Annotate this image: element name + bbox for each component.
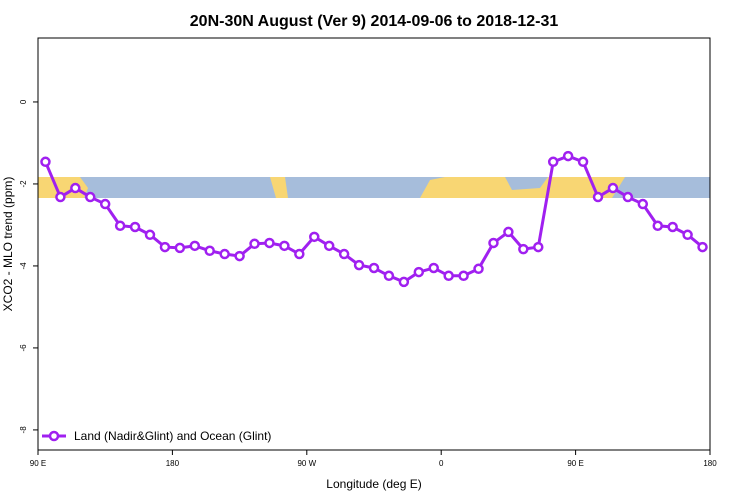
point bbox=[219, 248, 230, 260]
point bbox=[144, 229, 156, 241]
point bbox=[413, 266, 425, 278]
point bbox=[338, 248, 350, 260]
point bbox=[353, 259, 365, 271]
point bbox=[622, 191, 634, 203]
point bbox=[667, 221, 678, 233]
x-tick-label: 180 bbox=[703, 459, 717, 468]
point bbox=[264, 237, 275, 249]
point bbox=[279, 240, 290, 252]
point bbox=[85, 191, 96, 203]
point bbox=[174, 242, 186, 254]
y-tick-label: 0 bbox=[19, 99, 28, 104]
y-axis-label: XCO2 - MLO trend (ppm) bbox=[1, 177, 15, 312]
y-tick-label: -6 bbox=[19, 344, 28, 352]
land bbox=[420, 177, 625, 198]
x-tick-label: 0 bbox=[439, 459, 444, 468]
point bbox=[458, 270, 469, 282]
point bbox=[503, 226, 514, 238]
plot-frame bbox=[37, 37, 711, 451]
point bbox=[204, 245, 215, 257]
point bbox=[234, 250, 245, 262]
x-tick-label: 90 E bbox=[30, 459, 46, 468]
point bbox=[129, 221, 141, 233]
legend-marker bbox=[48, 430, 60, 442]
point bbox=[189, 240, 201, 252]
point bbox=[592, 191, 604, 203]
point bbox=[114, 220, 126, 232]
legend-label: Land (Nadir&Glint) and Ocean (Glint) bbox=[74, 429, 271, 443]
x-tick-label: 90 W bbox=[297, 459, 316, 468]
point bbox=[577, 156, 589, 168]
point bbox=[652, 220, 663, 232]
map-strip bbox=[38, 177, 710, 198]
point bbox=[473, 263, 484, 275]
point bbox=[383, 270, 395, 282]
point bbox=[547, 156, 559, 168]
point bbox=[697, 241, 708, 253]
point bbox=[562, 150, 574, 162]
point bbox=[682, 229, 693, 241]
chart-title: 20N-30N August (Ver 9) 2014-09-06 to 201… bbox=[190, 13, 559, 30]
point bbox=[309, 231, 320, 243]
x-tick-label: 180 bbox=[166, 459, 180, 468]
x-tick-label: 90 E bbox=[567, 459, 583, 468]
point bbox=[607, 182, 619, 194]
y-tick-label: -8 bbox=[19, 426, 28, 434]
x-axis-label: Longitude (deg E) bbox=[326, 477, 421, 491]
point bbox=[443, 270, 454, 282]
y-tick-label: -4 bbox=[19, 262, 28, 270]
y-tick-label: -2 bbox=[19, 180, 28, 188]
point bbox=[488, 237, 499, 249]
point bbox=[99, 198, 111, 210]
land bbox=[270, 177, 288, 198]
point bbox=[398, 276, 410, 288]
point bbox=[323, 240, 335, 252]
point bbox=[40, 156, 51, 168]
point bbox=[159, 241, 171, 253]
point bbox=[518, 243, 529, 255]
point bbox=[368, 262, 380, 274]
point bbox=[637, 198, 649, 210]
point bbox=[294, 248, 305, 260]
point bbox=[70, 182, 81, 194]
point bbox=[428, 262, 439, 274]
point bbox=[55, 191, 66, 203]
point bbox=[533, 241, 544, 253]
point bbox=[249, 238, 260, 250]
